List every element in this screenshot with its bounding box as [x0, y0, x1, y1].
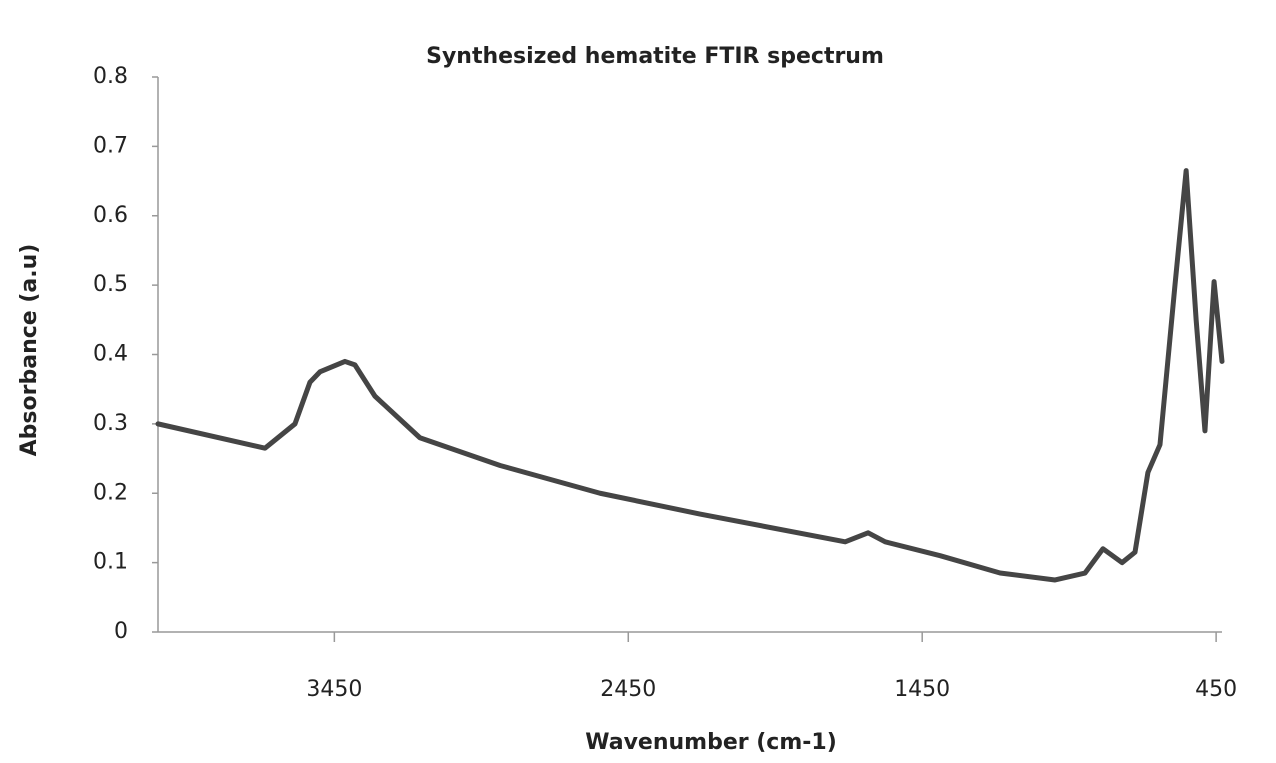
- chart-title: Synthesized hematite FTIR spectrum: [426, 44, 884, 69]
- y-tick-label: 0.3: [93, 411, 128, 436]
- y-tick-label: 0.4: [93, 342, 128, 367]
- y-tick-label: 0.7: [93, 133, 128, 158]
- y-tick-label: 0: [114, 619, 128, 644]
- y-tick-label: 0.5: [93, 272, 128, 297]
- spectrum-line: [155, 168, 1225, 583]
- x-tick-label: 450: [1195, 677, 1237, 702]
- x-axis-label: Wavenumber (cm-1): [585, 730, 837, 755]
- x-tick-label: 1450: [894, 677, 950, 702]
- x-tick-label: 3450: [306, 677, 362, 702]
- y-tick-label: 0.2: [93, 480, 128, 505]
- y-axis-label: Absorbance (a.u): [17, 244, 42, 457]
- y-tick-label: 0.8: [93, 64, 128, 89]
- y-tick-label: 0.1: [93, 550, 128, 575]
- y-tick-label: 0.6: [93, 203, 128, 228]
- x-tick-label: 2450: [600, 677, 656, 702]
